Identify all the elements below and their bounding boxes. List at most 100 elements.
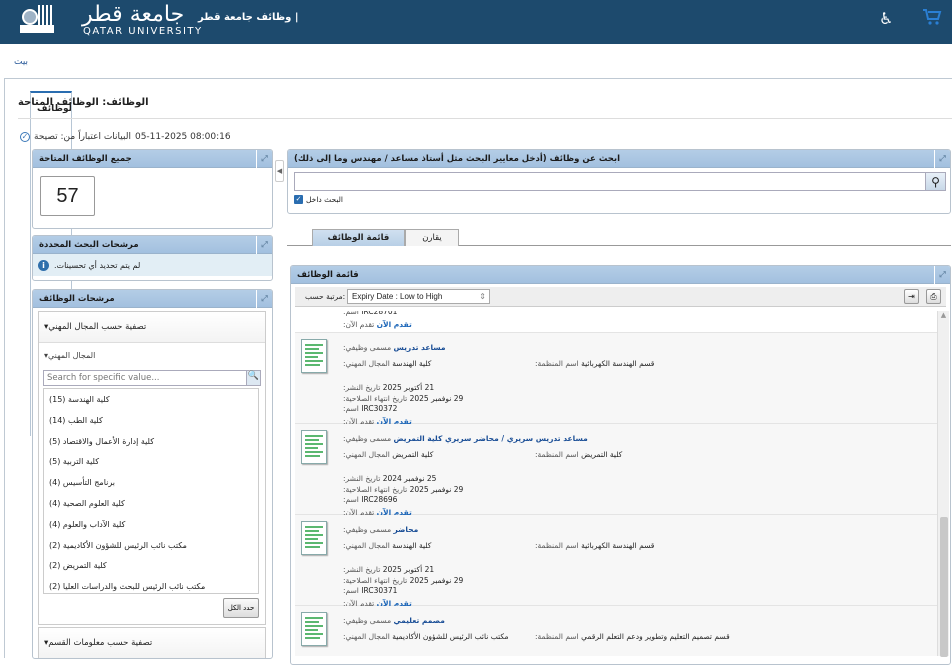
field-label: مسمى وظيفي: — [343, 343, 392, 352]
tab-job-list[interactable]: قائمة الوظائف — [312, 229, 405, 246]
no-filters-message: لم يتم تحديد أي تحسينات. — [54, 260, 141, 270]
filter-value[interactable]: (5) كلية إدارة الأعمال والاقتصاد — [44, 432, 258, 453]
job-search-input[interactable] — [295, 173, 925, 190]
status-text: البيانات اعتباراً من: تصيحة — [34, 132, 131, 142]
field-label: تاريخ انتهاء الصلاحية: — [343, 485, 408, 494]
job-item: مساعد تدريس سريري / محاضر سريري كلية الت… — [295, 424, 937, 517]
field-label: المجال المهني: — [343, 450, 390, 459]
header: جامعة قطر QATAR UNIVERSITY | وظائف جامعة… — [0, 0, 952, 44]
field-label: مسمى وظيفي: — [343, 434, 392, 443]
job-search: ⚲ — [294, 172, 946, 191]
filter-label: كلية العلوم الصحية — [62, 498, 125, 508]
filter-search-input[interactable] — [44, 371, 246, 385]
filter-count: (4) — [49, 498, 61, 508]
field-label: المجال المهني: — [343, 359, 390, 368]
field-label: اسم: — [343, 311, 359, 316]
filter-label: مكتب نائب الرئيس للشؤون الأكاديمية — [62, 540, 187, 550]
field-label: تاريخ النشر: — [343, 565, 381, 574]
expand-icon[interactable]: ⤢ — [256, 290, 272, 308]
filter-label: كلية الهندسة — [67, 395, 110, 404]
field-value[interactable]: محاضر — [393, 525, 419, 534]
scrollbar[interactable]: ▲ — [937, 311, 949, 657]
expand-icon[interactable]: ⤢ — [934, 150, 950, 168]
field-value: قسم تصميم التعليم وتطوير ودعم التعلم الر… — [581, 632, 730, 641]
filter-label: برنامج التأسيس — [62, 478, 116, 488]
view-tabs: قائمة الوظائف يقارن — [287, 229, 951, 246]
field-label: اسم: — [343, 404, 359, 413]
export-icon[interactable]: ⇥ — [904, 289, 919, 304]
field-value: IRC30372 — [361, 404, 398, 413]
field-value: قسم الهندسة الكهربائية — [581, 359, 655, 368]
field-value: قسم الهندسة الكهربائية — [581, 541, 655, 550]
panel-title: مرشحات الوظائف — [39, 294, 115, 304]
page-title: الوظائف: الوظائف المتاحة — [18, 97, 149, 108]
sort-select[interactable]: Expiry Date : Low to High ⇕ — [347, 289, 490, 304]
field-value[interactable]: مصمم تعليمي — [393, 616, 445, 625]
job-item: IRC28701 اسم: تقدم الآن تقدم الآن: — [295, 311, 937, 333]
filter-value[interactable]: (2) مكتب نائب الرئيس للبحث والدراسات الع… — [44, 577, 258, 598]
filter-count: (4) — [49, 478, 61, 488]
filter-value[interactable]: (4) برنامج التأسيس — [44, 473, 258, 494]
expand-icon[interactable]: ⤢ — [256, 236, 272, 254]
select-all-button[interactable]: حدد الكل — [223, 598, 259, 618]
field-value: 29 نوفمبر 2025 — [409, 576, 464, 585]
tab-compare[interactable]: يقارن — [405, 229, 459, 246]
filter-count: (15) — [49, 395, 66, 404]
job-filters-panel: مرشحات الوظائف ⤢ ▾تصفية حسب المجال المهني… — [32, 289, 273, 659]
field-label: المجال المهني: — [343, 632, 390, 641]
field-value[interactable]: مساعد تدريس — [393, 343, 446, 352]
search-icon[interactable]: ⚲ — [925, 173, 945, 190]
job-item: محاضر مسمى وظيفي: كلية الهندسة المجال الم… — [295, 515, 937, 608]
print-icon[interactable]: ⎙ — [926, 289, 941, 304]
filter-search: 🔍 — [43, 370, 261, 386]
filter-label: كلية الطب — [67, 415, 103, 425]
expand-icon[interactable]: ⤢ — [934, 266, 950, 284]
filter-section-header[interactable]: ▾تصفية حسب المجال المهني — [39, 312, 265, 343]
filter-label: كلية إدارة الأعمال والاقتصاد — [62, 436, 154, 446]
field-value: مكتب نائب الرئيس للشؤون الأكاديمية — [392, 632, 509, 641]
site-title: | وظائف جامعة قطر — [198, 12, 299, 23]
search-within-checkbox[interactable]: ✓ — [294, 195, 303, 204]
wheelchair-icon[interactable]: ♿ — [879, 9, 894, 28]
filter-value[interactable]: (15) كلية الهندسة — [44, 390, 258, 411]
filter-section-field: ▾تصفية حسب المجال المهني ▾المجال المهني … — [38, 311, 266, 625]
document-icon — [301, 339, 327, 373]
collapse-sidebar-button[interactable]: ◀ — [275, 160, 284, 182]
filter-section-department: ▾تصفية حسب معلومات القسم — [38, 627, 266, 658]
field-value: IRC30371 — [361, 586, 398, 595]
filter-values-list: (15) كلية الهندسة (14) كلية الطب (5) كلية … — [43, 388, 259, 594]
filter-count: (5) — [49, 457, 61, 467]
field-value: كلية التمريض — [392, 450, 434, 459]
scroll-thumb[interactable] — [940, 517, 948, 657]
filter-value[interactable]: (2) مكتب نائب الرئيس للشؤون الأكاديمية — [44, 536, 258, 557]
tab-home[interactable]: بيت — [14, 57, 29, 67]
field-label: تقدم الآن: — [343, 508, 375, 517]
field-value: 29 نوفمبر 2025 — [409, 394, 464, 403]
field-label: مسمى وظيفي: — [343, 525, 392, 534]
cart-icon[interactable] — [922, 8, 942, 26]
document-icon — [301, 430, 327, 464]
filter-value[interactable]: (14) كلية الطب — [44, 411, 258, 432]
job-count: 57 — [40, 176, 95, 216]
logo-english: QATAR UNIVERSITY — [83, 26, 203, 37]
filter-value[interactable]: (5) كلية التربية — [44, 452, 258, 473]
field-value: كلية الهندسة — [392, 541, 432, 550]
filter-value[interactable]: (4) كلية الآداب والعلوم — [44, 515, 258, 536]
scroll-up-icon[interactable]: ▲ — [940, 311, 947, 319]
chevron-down-icon: ⇕ — [479, 292, 486, 301]
search-icon[interactable]: 🔍 — [246, 371, 260, 385]
filter-value[interactable]: (4) كلية العلوم الصحية — [44, 494, 258, 515]
logo-arabic: جامعة قطر — [82, 2, 185, 27]
filter-count: (5) — [49, 436, 61, 446]
filter-label: مكتب نائب الرئيس للبحث والدراسات العليا — [62, 582, 206, 592]
field-label: تقدم الآن: — [343, 599, 375, 608]
field-label: اسم: — [343, 586, 359, 595]
field-value: IRC28701 — [361, 311, 398, 316]
job-search-panel: ابحث عن وظائف (أدخل معايير البحث مثل أست… — [287, 149, 951, 214]
filter-value[interactable]: (2) كلية التمريض — [44, 556, 258, 577]
filter-section-header[interactable]: ▾تصفية حسب معلومات القسم — [39, 628, 265, 658]
divider — [18, 118, 952, 119]
subsection-header[interactable]: ▾المجال المهني — [44, 351, 96, 360]
expand-icon[interactable]: ⤢ — [256, 150, 272, 168]
field-value[interactable]: مساعد تدريس سريري / محاضر سريري كلية الت… — [393, 434, 588, 443]
